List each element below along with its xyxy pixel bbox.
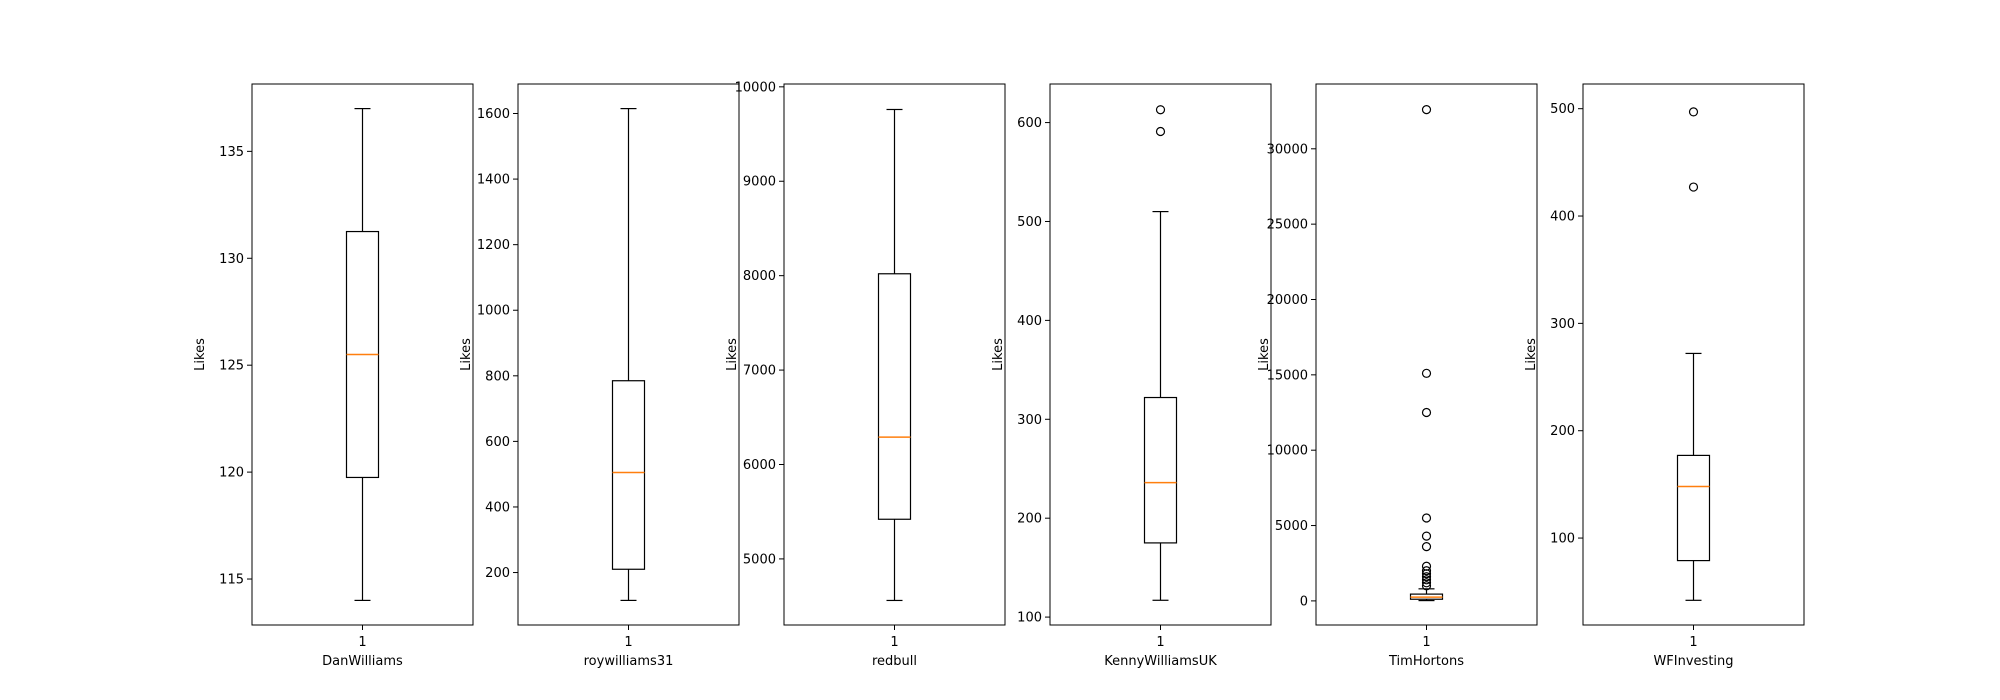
- panel-5-flier: [1421, 566, 1432, 576]
- panel-2-x-axis-label: roywilliams31: [584, 654, 674, 669]
- panel-5-y-tick-label: 15000: [1267, 368, 1308, 383]
- panel-5-flier: [1421, 542, 1432, 552]
- panel-6-axes-frame: [1582, 83, 1805, 626]
- panel-4-y-tick-label: 500: [1017, 215, 1042, 230]
- panel-1-y-tick-label: 115: [219, 573, 244, 588]
- panel-6-y-tick-label: 200: [1550, 424, 1575, 439]
- panel-2-y-axis-label: Likes: [459, 338, 474, 371]
- panel-4-y-axis-label: Likes: [991, 338, 1006, 371]
- panel-3-y-tick-label: 7000: [743, 364, 776, 379]
- panel-1-x-tick-label: 1: [358, 635, 366, 650]
- panel-1-y-axis-label: Likes: [193, 338, 208, 371]
- panel-5-x-tick-label: 1: [1422, 635, 1430, 650]
- panel-6-y-tick-label: 300: [1550, 317, 1575, 332]
- panel-5-flier: [1421, 513, 1432, 523]
- panel-4-flier: [1155, 105, 1166, 115]
- panel-1-y-tick-label: 120: [219, 466, 244, 481]
- panel-5-x-axis-label: TimHortons: [1388, 654, 1464, 669]
- panel-1-y-tick-label: 125: [219, 359, 244, 374]
- panel-3-y-tick-label: 10000: [735, 80, 776, 95]
- panel-2-y-tick-label: 1600: [477, 107, 510, 122]
- panel-2-y-tick-label: 1400: [477, 173, 510, 188]
- panel-4-y-tick-label: 200: [1017, 512, 1042, 527]
- panel-3-x-axis-label: redbull: [872, 654, 917, 669]
- panel-6-y-tick-label: 400: [1550, 210, 1575, 225]
- panel-4-y-tick-label: 300: [1017, 413, 1042, 428]
- panel-6-box: [1676, 454, 1711, 562]
- panel-4-axes-frame: [1049, 83, 1272, 626]
- panel-5-flier: [1421, 368, 1432, 378]
- panel-3-box: [877, 273, 912, 520]
- panel-2-axes-frame: [517, 83, 740, 626]
- panel-5-flier: [1421, 531, 1432, 541]
- panel-6-flier: [1688, 182, 1699, 192]
- panel-6-x-axis-label: WFInvesting: [1653, 654, 1733, 669]
- panel-5-axes-frame: [1315, 83, 1538, 626]
- panel-5-y-tick-label: 20000: [1267, 293, 1308, 308]
- panel-2-y-tick-label: 1200: [477, 238, 510, 253]
- panel-4-y-tick-label: 600: [1017, 116, 1042, 131]
- panel-5-y-axis-label: Likes: [1257, 338, 1272, 371]
- panel-6-y-tick-label: 100: [1550, 532, 1575, 547]
- panel-5-y-tick-label: 25000: [1267, 218, 1308, 233]
- panel-1-y-tick-label: 130: [219, 252, 244, 267]
- panel-4-y-tick-label: 400: [1017, 314, 1042, 329]
- panel-1-y-tick-label: 135: [219, 145, 244, 160]
- panel-5-flier: [1421, 105, 1432, 115]
- panel-5-flier: [1421, 581, 1432, 591]
- panel-3-y-tick-label: 6000: [743, 458, 776, 473]
- panel-5-y-tick-label: 10000: [1267, 444, 1308, 459]
- panel-3-axes-frame: [783, 83, 1006, 626]
- panel-4-box: [1143, 396, 1178, 544]
- panel-6-y-axis-label: Likes: [1524, 338, 1539, 371]
- panel-6-x-tick-label: 1: [1689, 635, 1697, 650]
- panel-5-y-tick-label: 5000: [1275, 519, 1308, 534]
- panel-5-flier: [1421, 575, 1432, 585]
- panel-2-y-tick-label: 800: [485, 369, 510, 384]
- panel-4-x-tick-label: 1: [1156, 635, 1164, 650]
- panel-1-axes-frame: [251, 83, 474, 626]
- panel-3-y-tick-label: 8000: [743, 269, 776, 284]
- panel-2-y-tick-label: 1000: [477, 304, 510, 319]
- panel-1-x-axis-label: DanWilliams: [322, 654, 403, 669]
- panel-5-flier: [1421, 578, 1432, 588]
- panel-5-flier: [1421, 407, 1432, 418]
- panel-6-y-tick-label: 500: [1550, 102, 1575, 117]
- panel-2-x-tick-label: 1: [624, 635, 632, 650]
- panel-2-box: [611, 380, 646, 570]
- panel-5-y-tick-label: 0: [1300, 594, 1308, 609]
- panel-2-y-tick-label: 200: [485, 566, 510, 581]
- panel-3-y-tick-label: 9000: [743, 175, 776, 190]
- panel-6-flier: [1688, 107, 1699, 117]
- panel-2-y-tick-label: 400: [485, 500, 510, 515]
- panel-5-flier: [1421, 561, 1432, 571]
- panel-4-x-axis-label: KennyWilliamsUK: [1104, 654, 1217, 669]
- panel-5-y-tick-label: 30000: [1267, 142, 1308, 157]
- panel-4-flier: [1155, 126, 1166, 137]
- panel-3-x-tick-label: 1: [890, 635, 898, 650]
- panel-3-y-axis-label: Likes: [725, 338, 740, 371]
- panel-5-flier: [1421, 572, 1432, 582]
- panel-4-y-tick-label: 100: [1017, 611, 1042, 626]
- panel-3-y-tick-label: 5000: [743, 552, 776, 567]
- panel-2-y-tick-label: 600: [485, 435, 510, 450]
